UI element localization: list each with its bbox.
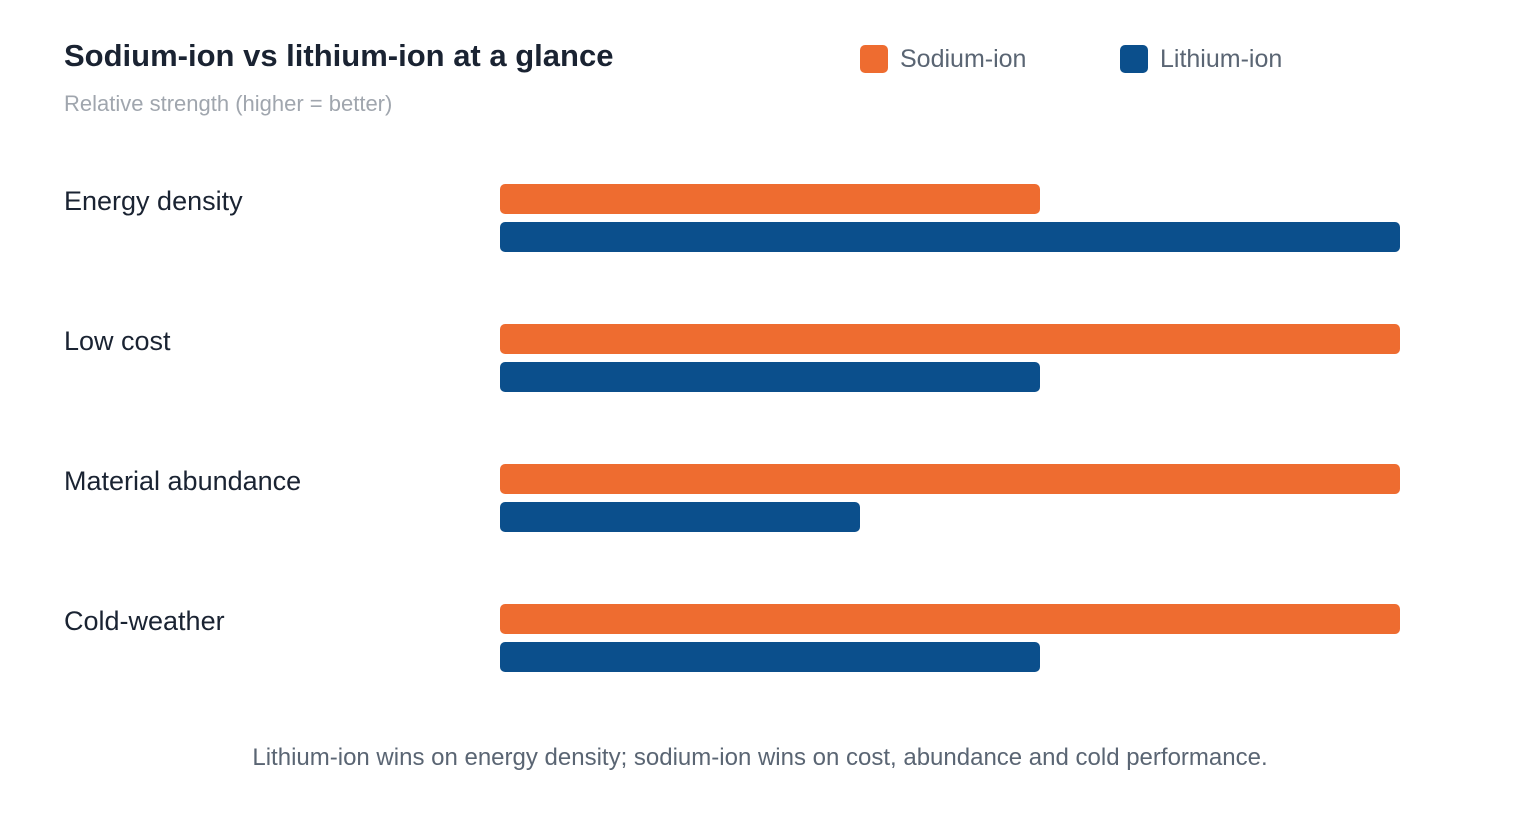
legend-item-sodium-ion: Sodium-ion — [860, 44, 1026, 74]
chart-subtitle: Relative strength (higher = better) — [64, 91, 393, 116]
category-label-material-abundance: Material abundance — [64, 466, 302, 496]
bar-sodium-ion-material-abundance — [500, 464, 1400, 494]
chart-title: Sodium-ion vs lithium-ion at a glance — [64, 38, 614, 73]
legend-swatch-sodium-ion — [860, 45, 888, 73]
bar-lithium-ion-material-abundance — [500, 502, 860, 532]
chart-footnote: Lithium-ion wins on energy density; sodi… — [252, 744, 1268, 771]
legend-label-sodium-ion: Sodium-ion — [900, 44, 1027, 73]
category-label-energy-density: Energy density — [64, 186, 243, 216]
bar-sodium-ion-low-cost — [500, 324, 1400, 354]
legend-item-lithium-ion: Lithium-ion — [1120, 44, 1282, 74]
bar-lithium-ion-cold-weather — [500, 642, 1040, 672]
legend-swatch-lithium-ion — [1120, 45, 1148, 73]
bar-sodium-ion-cold-weather — [500, 604, 1400, 634]
bar-lithium-ion-energy-density — [500, 222, 1400, 252]
bar-lithium-ion-low-cost — [500, 362, 1040, 392]
bar-sodium-ion-energy-density — [500, 184, 1040, 214]
legend-label-lithium-ion: Lithium-ion — [1160, 44, 1283, 73]
category-label-low-cost: Low cost — [64, 326, 171, 356]
category-label-cold-weather: Cold-weather — [64, 606, 225, 636]
